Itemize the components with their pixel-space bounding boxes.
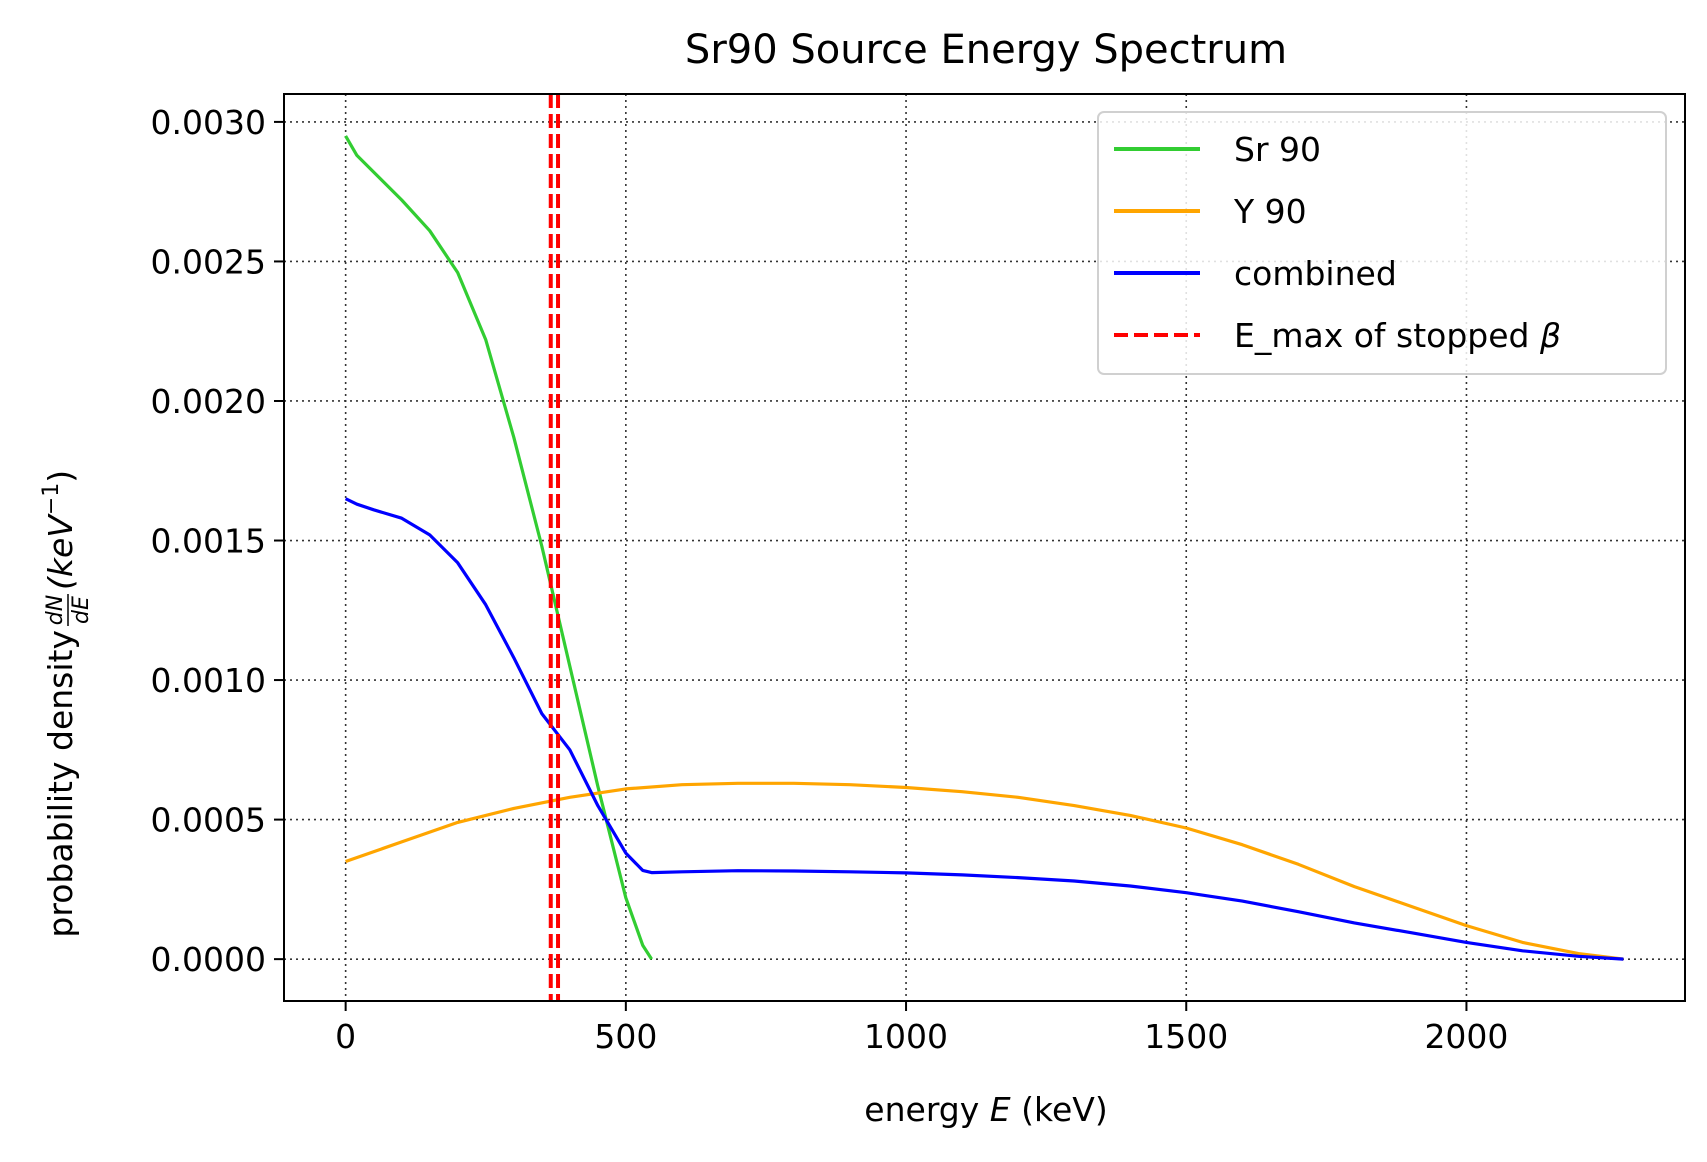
y-axis-title-frac-den: dE <box>69 596 94 624</box>
y-axis-title-text: probability density <box>41 630 80 938</box>
legend-label: combined <box>1234 254 1397 293</box>
legend-label: Y 90 <box>1233 192 1307 231</box>
y-tick-label: 0.0005 <box>151 801 266 840</box>
x-tick-label: 1000 <box>864 1017 948 1056</box>
legend-box <box>1097 111 1667 375</box>
series-line-combined <box>344 497 1624 961</box>
x-tick-label: 500 <box>594 1017 657 1056</box>
legend-label-text: Y 90 <box>1233 192 1307 231</box>
legend: Sr 90 Y 90 combined E_max of stopped β <box>1097 111 1667 375</box>
x-axis-title-var: E <box>990 1090 1011 1129</box>
legend-label: E_max of stopped β <box>1234 316 1561 355</box>
y-axis-title-unit-sup: −1 <box>39 483 64 515</box>
series-layer <box>344 94 1624 1001</box>
plot-frame <box>283 93 1686 1002</box>
y-axis-title: probability density dN dE (keV−1) <box>39 470 94 938</box>
chart-title: Sr90 Source Energy Spectrum <box>685 27 1287 73</box>
x-axis-title-prefix: energy <box>864 1090 989 1129</box>
y-tick-label: 0.0015 <box>151 522 266 561</box>
y-tick-label: 0.0025 <box>151 242 266 281</box>
legend-label-text: E_max of stopped <box>1234 316 1540 355</box>
y-axis-title-unit-open: (keV <box>41 513 80 590</box>
series-line-y-90 <box>345 781 1624 961</box>
legend-label-text: Sr 90 <box>1234 130 1321 169</box>
legend-label: Sr 90 <box>1234 130 1321 169</box>
legend-label-text: combined <box>1234 254 1397 293</box>
y-tick-label: 0.0010 <box>151 661 266 700</box>
x-axis-title-unit: (keV) <box>1011 1090 1108 1129</box>
x-tick-label: 0 <box>335 1017 356 1056</box>
legend-label-math: β <box>1539 316 1561 355</box>
legend-items: Sr 90 Y 90 combined E_max of stopped β <box>1114 130 1561 355</box>
y-axis-title-frac-num: dN <box>43 595 68 625</box>
axis-ticks: 0 500 1000 1500 2000 0.0000 0.0005 0.0010 0.0015… <box>151 103 1509 1056</box>
y-tick-label: 0.0000 <box>151 940 266 979</box>
x-tick-label: 2000 <box>1424 1017 1508 1056</box>
y-axis-title-prefix: probability density <box>41 630 80 938</box>
x-axis-title: energy E (keV) <box>864 1090 1107 1129</box>
y-tick-label: 0.0030 <box>151 103 266 142</box>
y-axis-title-unit: (keV−1) <box>39 470 80 590</box>
x-tick-label: 1500 <box>1144 1017 1228 1056</box>
y-axis-title-unit-close: ) <box>41 470 80 483</box>
y-tick-label: 0.0020 <box>151 382 266 421</box>
series-line-sr-90 <box>344 135 653 960</box>
